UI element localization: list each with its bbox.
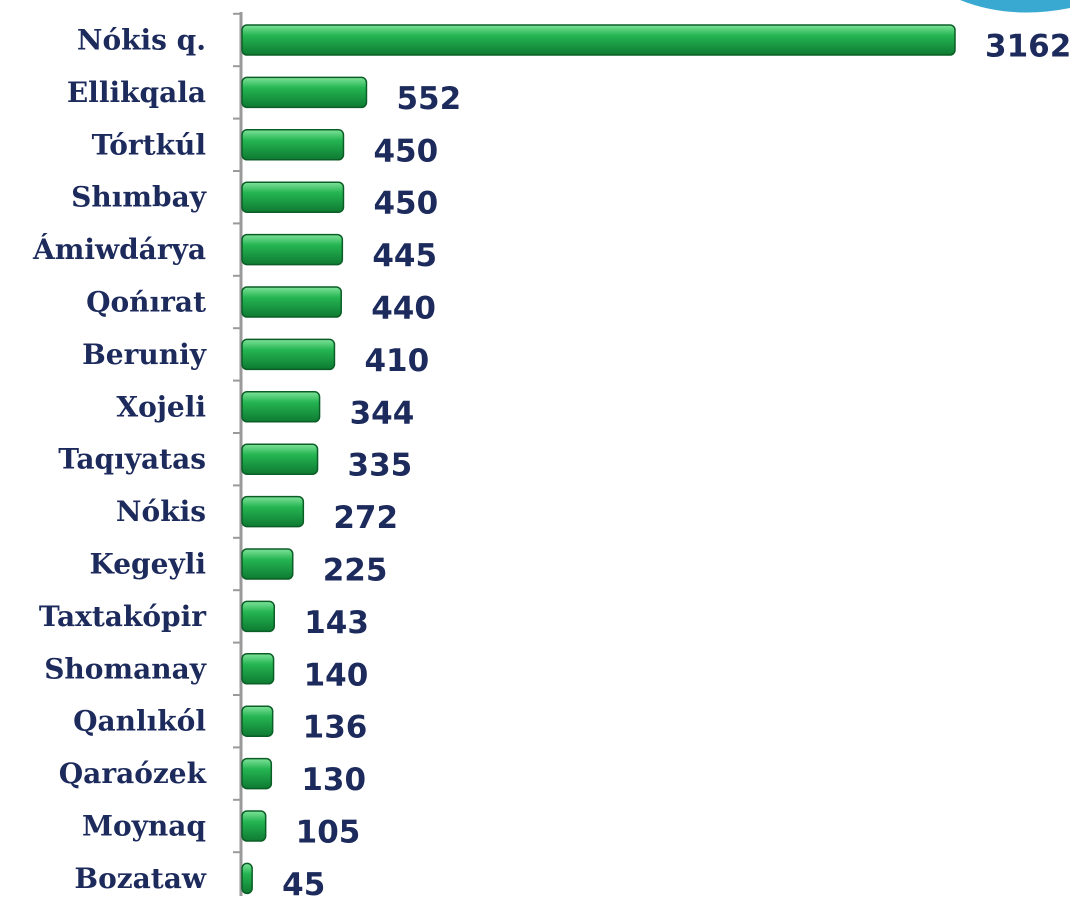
- category-label: Moynaq: [82, 810, 206, 843]
- value-label: 344: [350, 395, 415, 431]
- bar: [241, 391, 321, 423]
- value-label: 3162: [985, 29, 1070, 65]
- bar: [241, 338, 336, 371]
- bar: [241, 757, 273, 790]
- category-label: Qanlıkól: [73, 705, 206, 738]
- value-label: 450: [373, 133, 438, 169]
- category-label: Nókis q.: [77, 24, 206, 57]
- category-label: Ellikqala: [67, 76, 206, 109]
- value-label: 440: [371, 291, 436, 327]
- value-label: 335: [348, 448, 413, 484]
- category-label: Qońırat: [86, 286, 206, 319]
- value-label: 225: [323, 553, 388, 589]
- value-label: 45: [282, 867, 325, 900]
- category-label: Bozataw: [74, 862, 206, 895]
- category-label: Ámiwdárya: [32, 233, 206, 266]
- bar: [241, 181, 345, 213]
- value-label: 143: [304, 605, 369, 641]
- value-label: 136: [303, 710, 368, 746]
- bar: [241, 653, 275, 685]
- value-label: 140: [304, 657, 369, 693]
- category-label: Beruniy: [82, 338, 207, 371]
- bar: [241, 129, 345, 161]
- value-label: 130: [301, 762, 366, 798]
- value-label: 105: [296, 815, 361, 851]
- bar: [241, 810, 267, 842]
- category-label: Kegeyli: [90, 548, 206, 581]
- category-label: Nókis: [116, 495, 206, 528]
- category-label: Shomanay: [44, 652, 207, 685]
- value-label: 272: [333, 500, 398, 536]
- value-label: 410: [364, 343, 429, 379]
- category-label: Tórtkúl: [92, 128, 206, 161]
- category-label: Taxtakópir: [39, 600, 207, 633]
- bar: [241, 495, 305, 528]
- category-label: Qaraózek: [59, 757, 207, 790]
- bar: [241, 286, 342, 318]
- category-label: Shımbay: [71, 181, 207, 214]
- bar: [241, 233, 344, 266]
- category-label: Xojeli: [116, 390, 206, 423]
- bar: [241, 862, 253, 895]
- value-label: 552: [396, 81, 461, 117]
- decoration: [960, 0, 1070, 13]
- bar: [241, 705, 274, 737]
- bar: [241, 76, 368, 109]
- bar: [241, 443, 319, 475]
- bar: [241, 24, 956, 56]
- bar: [241, 600, 275, 633]
- value-label: 450: [373, 186, 438, 222]
- value-label: 445: [372, 238, 437, 274]
- bar: [241, 548, 294, 580]
- category-label: Taqıyatas: [58, 443, 206, 476]
